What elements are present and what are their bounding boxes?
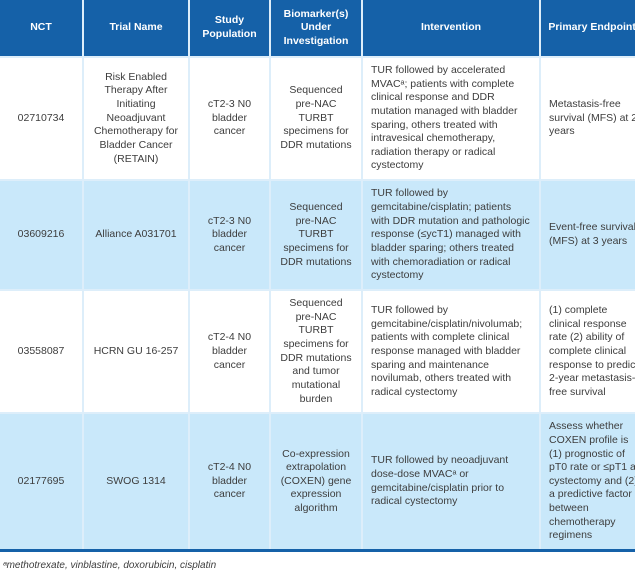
cell-trial-name: SWOG 1314 (84, 414, 188, 550)
cell-primary-endpoints: Assess whether COXEN profile is (1) prog… (541, 414, 635, 550)
cell-intervention: TUR followed by neoadjuvant dose-dose MV… (363, 414, 539, 550)
cell-trial-name: HCRN GU 16-257 (84, 291, 188, 413)
cell-intervention: TUR followed by gemcitabine/cisplatin; p… (363, 181, 539, 290)
cell-biomarker: Co-expression extrapolation (COXEN) gene… (271, 414, 361, 550)
cell-nct: 03609216 (0, 181, 82, 290)
table-header-row: NCT Trial Name Study Population Biomarke… (0, 0, 635, 56)
table-wrapper: NCT Trial Name Study Population Biomarke… (0, 0, 635, 550)
header-trial-name: Trial Name (84, 0, 188, 56)
header-nct: NCT (0, 0, 82, 56)
header-primary-endpoints: Primary Endpoints (541, 0, 635, 56)
header-intervention: Intervention (363, 0, 539, 56)
header-study-population: Study Population (190, 0, 269, 56)
cell-biomarker: Sequenced pre-NAC TURBT specimens for DD… (271, 291, 361, 413)
cell-nct: 02177695 (0, 414, 82, 550)
table-row: 02177695 SWOG 1314 cT2-4 N0 bladder canc… (0, 414, 635, 550)
cell-intervention: TUR followed by accelerated MVACᵃ; patie… (363, 58, 539, 180)
cell-study-population: cT2-4 N0 bladder cancer (190, 414, 269, 550)
cell-trial-name: Alliance A031701 (84, 181, 188, 290)
table-bottom-border (0, 549, 635, 553)
table-row: 03609216 Alliance A031701 cT2-3 N0 bladd… (0, 181, 635, 290)
cell-nct: 02710734 (0, 58, 82, 180)
cell-biomarker: Sequenced pre-NAC TURBT specimens for DD… (271, 58, 361, 180)
cell-study-population: cT2-3 N0 bladder cancer (190, 181, 269, 290)
cell-primary-endpoints: Metastasis-free survival (MFS) at 2 year… (541, 58, 635, 180)
clinical-trials-table: NCT Trial Name Study Population Biomarke… (0, 0, 635, 550)
cell-nct: 03558087 (0, 291, 82, 413)
header-biomarker: Biomarker(s) Under Investigation (271, 0, 361, 56)
cell-intervention: TUR followed by gemcitabine/cisplatin/ni… (363, 291, 539, 413)
cell-trial-name: Risk Enabled Therapy After Initiating Ne… (84, 58, 188, 180)
table-row: 03558087 HCRN GU 16-257 cT2-4 N0 bladder… (0, 291, 635, 413)
cell-primary-endpoints: (1) complete clinical response rate (2) … (541, 291, 635, 413)
cell-study-population: cT2-3 N0 bladder cancer (190, 58, 269, 180)
footnote: ᵃmethotrexate, vinblastine, doxorubicin,… (3, 560, 217, 572)
cell-biomarker: Sequenced pre-NAC TURBT specimens for DD… (271, 181, 361, 290)
cell-primary-endpoints: Event-free survival (MFS) at 3 years (541, 181, 635, 290)
cell-study-population: cT2-4 N0 bladder cancer (190, 291, 269, 413)
table-row: 02710734 Risk Enabled Therapy After Init… (0, 58, 635, 180)
